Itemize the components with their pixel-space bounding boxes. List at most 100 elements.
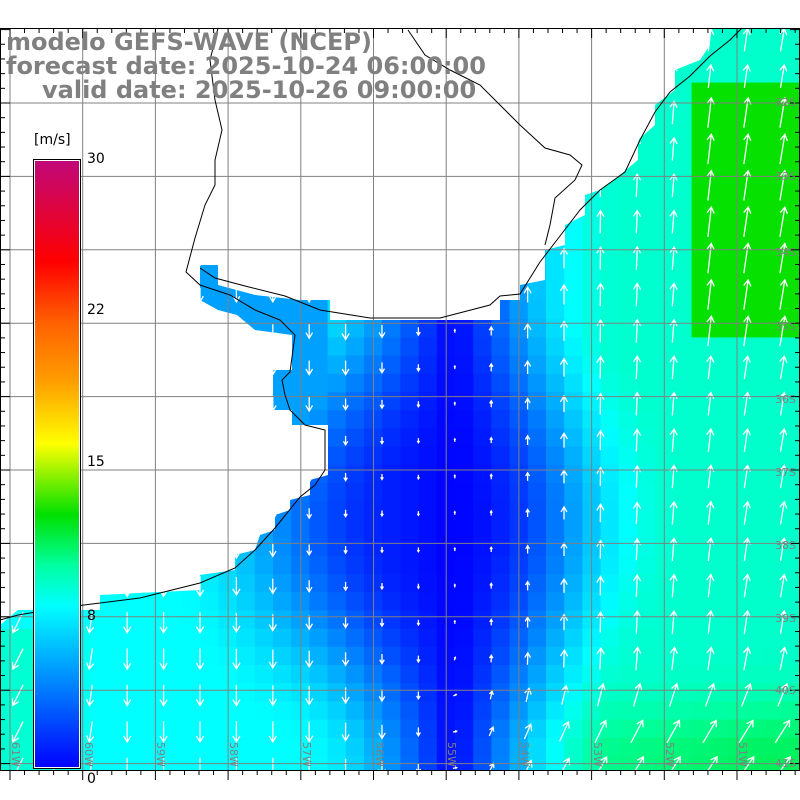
wind-cell <box>327 574 347 593</box>
wind-cell <box>400 628 420 648</box>
wind-cell <box>200 574 219 593</box>
wind-cell <box>764 665 784 684</box>
wind-arrow <box>379 618 385 628</box>
wind-arrow <box>596 209 605 234</box>
wind-cell <box>782 64 800 84</box>
wind-cell <box>528 774 547 793</box>
wind-cell <box>782 82 800 102</box>
wind-cell <box>491 537 511 557</box>
wind-cell <box>236 683 256 702</box>
wind-cell <box>782 119 800 138</box>
wind-cell <box>309 483 329 502</box>
wind-cell <box>327 282 347 302</box>
wind-cell <box>600 701 620 721</box>
wind-arrow <box>85 757 95 770</box>
wind-cell <box>0 574 19 593</box>
wind-cell <box>691 82 711 102</box>
wind-arrow <box>305 105 314 122</box>
wind-cell <box>273 264 292 284</box>
wind-cell <box>382 501 401 520</box>
latitude-label: 37S <box>775 466 796 479</box>
wind-cell <box>473 428 492 448</box>
wind-arrow <box>489 473 493 480</box>
wind-cell <box>764 191 784 211</box>
wind-cell <box>783 774 800 793</box>
longitude-label: 60W <box>81 742 95 767</box>
wind-arrow <box>123 215 132 231</box>
wind-cell <box>782 137 800 156</box>
wind-cell <box>691 483 711 502</box>
wind-cell <box>527 555 547 575</box>
wind-cell <box>273 737 292 757</box>
wind-cell <box>691 100 711 120</box>
wind-arrow <box>85 721 95 744</box>
wind-cell <box>782 501 800 520</box>
wind-arrow <box>159 287 168 304</box>
wind-cell <box>182 555 201 575</box>
wind-cell <box>400 355 420 375</box>
wind-cell <box>163 555 183 575</box>
wind-cell <box>327 410 347 429</box>
wind-cell <box>182 683 201 702</box>
wind-cell <box>782 683 800 702</box>
wind-cell <box>127 228 147 247</box>
wind-cell <box>0 373 19 393</box>
colorbar <box>33 159 81 769</box>
wind-cell <box>637 264 656 284</box>
wind-arrow <box>380 583 384 591</box>
wind-cell <box>527 64 547 84</box>
wind-cell <box>455 683 474 702</box>
wind-cell <box>400 246 420 266</box>
wind-arrow <box>123 575 132 598</box>
wind-cell <box>163 719 183 739</box>
wind-cell <box>746 301 765 320</box>
wind-arrow <box>123 360 132 376</box>
wind-cell <box>182 210 201 229</box>
wind-cell <box>782 428 800 448</box>
wind-cell <box>91 191 110 211</box>
longitude-label: 53W <box>590 742 604 767</box>
wind-arrow <box>669 573 678 598</box>
wind-cell <box>455 555 474 575</box>
wind-cell <box>637 719 656 739</box>
wind-cell <box>473 392 492 411</box>
longitude-label: 54W <box>517 742 531 767</box>
wind-cell <box>709 483 729 502</box>
wind-arrow <box>489 436 494 444</box>
wind-cell <box>692 774 711 793</box>
wind-cell <box>0 628 19 648</box>
wind-cell <box>327 373 347 393</box>
wind-arrow <box>777 682 789 707</box>
wind-cell <box>455 373 474 393</box>
wind-arrow <box>779 133 789 165</box>
wind-arrow <box>596 355 605 379</box>
wind-cell <box>200 756 219 770</box>
wind-arrow <box>704 682 716 707</box>
wind-cell <box>455 428 474 448</box>
wind-cell <box>127 519 147 539</box>
wind-cell <box>618 555 638 575</box>
wind-arrow <box>632 682 643 707</box>
wind-arrow <box>380 510 384 518</box>
wind-arrow <box>779 242 789 274</box>
wind-cell <box>709 428 729 448</box>
wind-cell <box>782 483 800 502</box>
wind-arrow <box>305 434 313 448</box>
wind-cell <box>273 610 292 630</box>
wind-cell <box>600 392 620 411</box>
wind-arrow <box>523 67 532 85</box>
wind-arrow <box>380 546 384 554</box>
wind-arrow <box>453 510 457 515</box>
wind-arrow <box>596 646 605 670</box>
wind-cell <box>254 264 274 284</box>
wind-cell <box>473 410 492 429</box>
wind-cell <box>618 246 638 266</box>
wind-cell <box>782 155 800 175</box>
wind-arrow <box>488 252 495 264</box>
wind-cell <box>673 464 693 484</box>
wind-cell <box>163 610 183 630</box>
wind-cell <box>236 628 256 648</box>
wind-cell <box>618 119 638 138</box>
wind-arrow <box>268 649 277 670</box>
wind-cell <box>418 410 438 429</box>
